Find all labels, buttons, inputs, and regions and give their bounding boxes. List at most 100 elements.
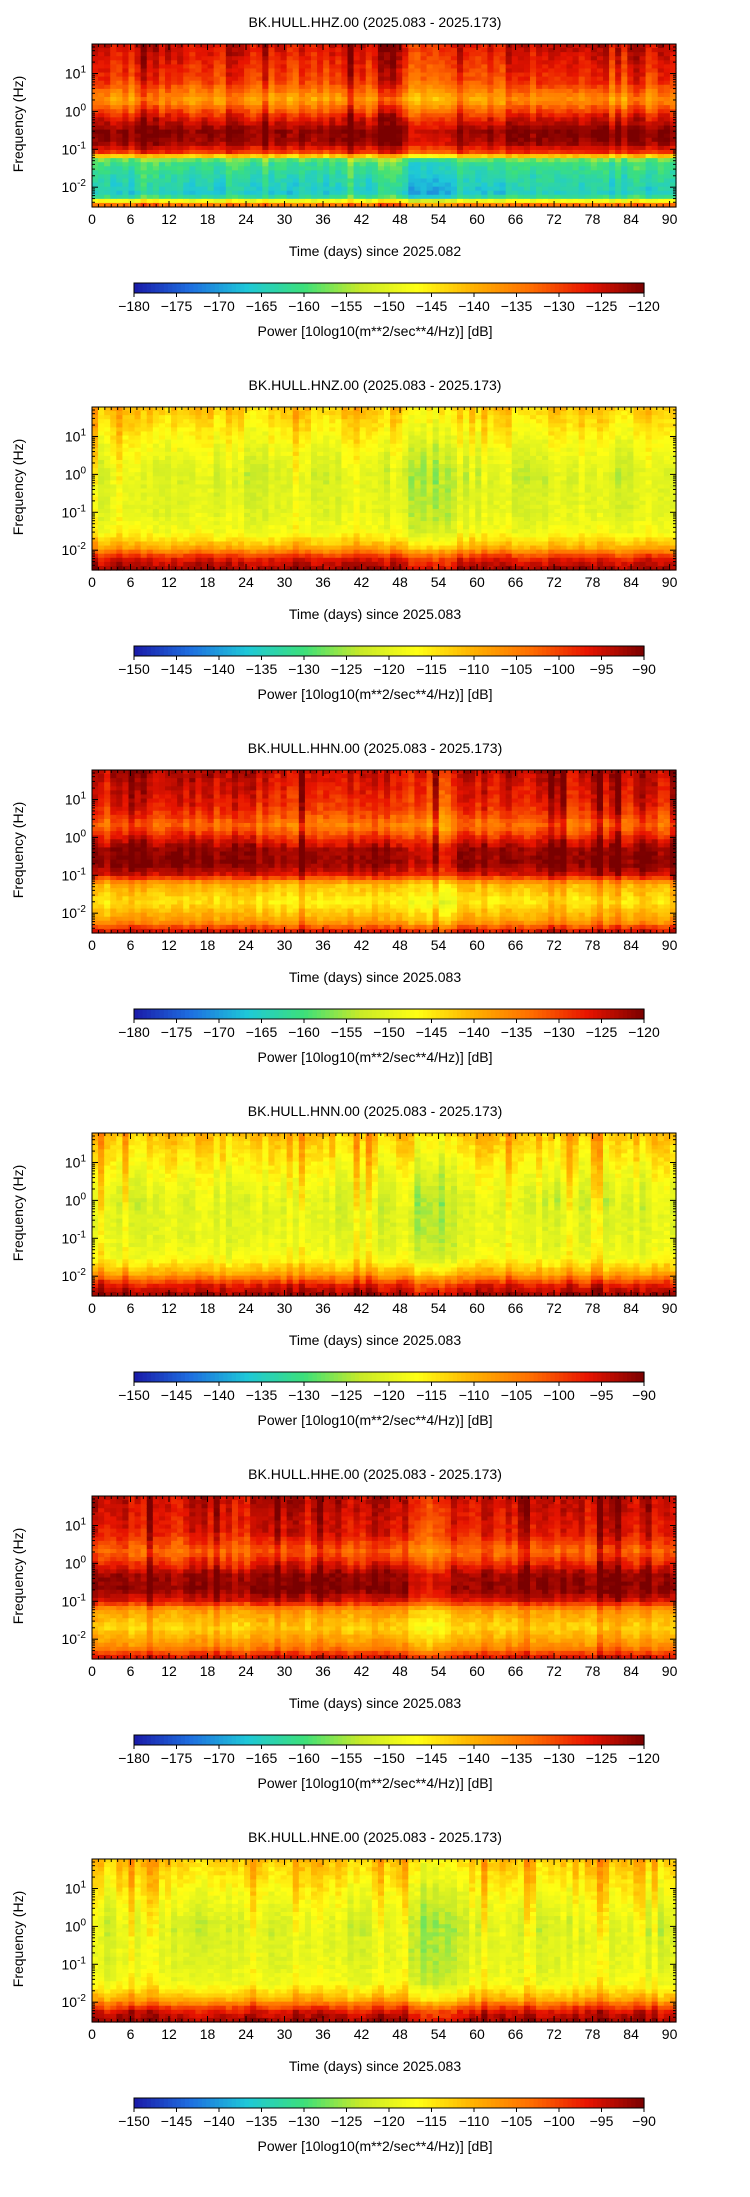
heatmap-cell xyxy=(146,48,154,53)
heatmap-cell xyxy=(219,174,227,180)
heatmap-cell xyxy=(530,96,537,102)
heatmap-cell xyxy=(371,141,379,147)
heatmap-cell xyxy=(560,178,568,184)
heatmap-cell xyxy=(384,84,391,90)
colorbar-swatch xyxy=(406,283,411,293)
heatmap-cell xyxy=(274,76,282,82)
heatmap-cell xyxy=(92,525,99,530)
heatmap-cell xyxy=(371,125,379,131)
heatmap-cell xyxy=(183,80,190,86)
heatmap-cell xyxy=(609,60,616,65)
heatmap-cell xyxy=(566,84,574,90)
colorbar-swatch xyxy=(168,283,173,293)
heatmap-cell xyxy=(225,76,233,82)
heatmap-cell xyxy=(104,455,111,461)
heatmap-cell xyxy=(189,121,197,127)
heatmap-cell xyxy=(505,68,513,74)
heatmap-cell xyxy=(578,129,586,135)
heatmap-cell xyxy=(171,451,178,457)
heatmap-cell xyxy=(92,198,99,204)
heatmap-cell xyxy=(639,154,647,159)
heatmap-cell xyxy=(511,125,519,131)
heatmap-cell xyxy=(219,158,227,163)
heatmap-cell xyxy=(554,149,562,155)
heatmap-cell xyxy=(457,186,464,192)
heatmap-cell xyxy=(469,174,476,180)
heatmap-cell xyxy=(110,105,117,110)
heatmap-cell xyxy=(104,500,111,506)
y-tick-label: 10-2 xyxy=(62,178,87,195)
heatmap-cell xyxy=(621,194,628,200)
colorbar-swatch xyxy=(172,283,178,293)
heatmap-cell xyxy=(669,96,677,102)
heatmap-cell xyxy=(469,80,476,86)
heatmap-cell xyxy=(128,431,136,437)
heatmap-cell xyxy=(335,72,343,78)
heatmap-cell xyxy=(414,64,422,70)
heatmap-cell xyxy=(469,121,476,127)
heatmap-cell xyxy=(584,202,592,208)
heatmap-cell xyxy=(469,137,476,143)
heatmap-cell xyxy=(554,194,562,200)
heatmap-cell xyxy=(92,415,99,420)
heatmap-cell xyxy=(414,162,422,167)
heatmap-cell xyxy=(171,472,178,477)
heatmap-cell xyxy=(603,121,610,127)
heatmap-cell xyxy=(116,170,124,175)
heatmap-cell xyxy=(426,190,434,196)
heatmap-cell xyxy=(177,109,184,114)
heatmap-cell xyxy=(621,190,628,196)
colorbar-swatch xyxy=(418,283,424,293)
heatmap-cell xyxy=(590,121,598,127)
heatmap-cell xyxy=(554,117,562,123)
heatmap-cell xyxy=(201,68,209,74)
heatmap-cell xyxy=(371,64,379,70)
heatmap-cell xyxy=(651,137,659,143)
heatmap-cell xyxy=(657,158,665,163)
heatmap-cell xyxy=(341,64,349,70)
heatmap-cell xyxy=(578,84,586,90)
heatmap-cell xyxy=(262,198,270,204)
heatmap-cell xyxy=(523,149,531,155)
heatmap-cell xyxy=(499,113,507,118)
heatmap-cell xyxy=(341,117,349,123)
heatmap-cell xyxy=(92,451,99,457)
heatmap-cell xyxy=(420,170,428,175)
heatmap-cell xyxy=(158,109,166,114)
heatmap-cell xyxy=(390,48,397,53)
heatmap-cell xyxy=(98,415,105,420)
heatmap-cell xyxy=(146,113,154,118)
heatmap-cell xyxy=(384,48,391,53)
heatmap-cell xyxy=(286,88,294,94)
heatmap-cell xyxy=(560,170,568,175)
heatmap-cell xyxy=(238,198,245,204)
heatmap-cell xyxy=(396,162,403,167)
heatmap-cell xyxy=(323,125,330,131)
heatmap-cell xyxy=(499,92,507,98)
heatmap-cell xyxy=(584,158,592,163)
heatmap-cell xyxy=(384,52,391,57)
heatmap-cell xyxy=(578,48,586,53)
heatmap-cell xyxy=(493,186,501,192)
heatmap-cell xyxy=(256,186,263,192)
heatmap-cell xyxy=(609,68,616,74)
heatmap-cell xyxy=(554,133,562,139)
colorbar-swatch xyxy=(491,283,496,293)
heatmap-cell xyxy=(341,133,349,139)
heatmap-cell xyxy=(554,162,562,167)
heatmap-cell xyxy=(390,92,397,98)
heatmap-cell xyxy=(207,166,215,171)
heatmap-cell xyxy=(189,459,197,465)
heatmap-cell xyxy=(171,60,178,65)
heatmap-cell xyxy=(329,76,336,82)
heatmap-cell xyxy=(639,190,647,196)
heatmap-cell xyxy=(536,60,543,65)
heatmap-cell xyxy=(347,141,355,147)
heatmap-cell xyxy=(152,549,160,555)
heatmap-cell xyxy=(481,186,489,192)
heatmap-cell xyxy=(92,541,99,547)
heatmap-cell xyxy=(152,423,160,428)
heatmap-cell xyxy=(493,52,501,57)
heatmap-cell xyxy=(244,52,251,57)
heatmap-cell xyxy=(542,76,549,82)
